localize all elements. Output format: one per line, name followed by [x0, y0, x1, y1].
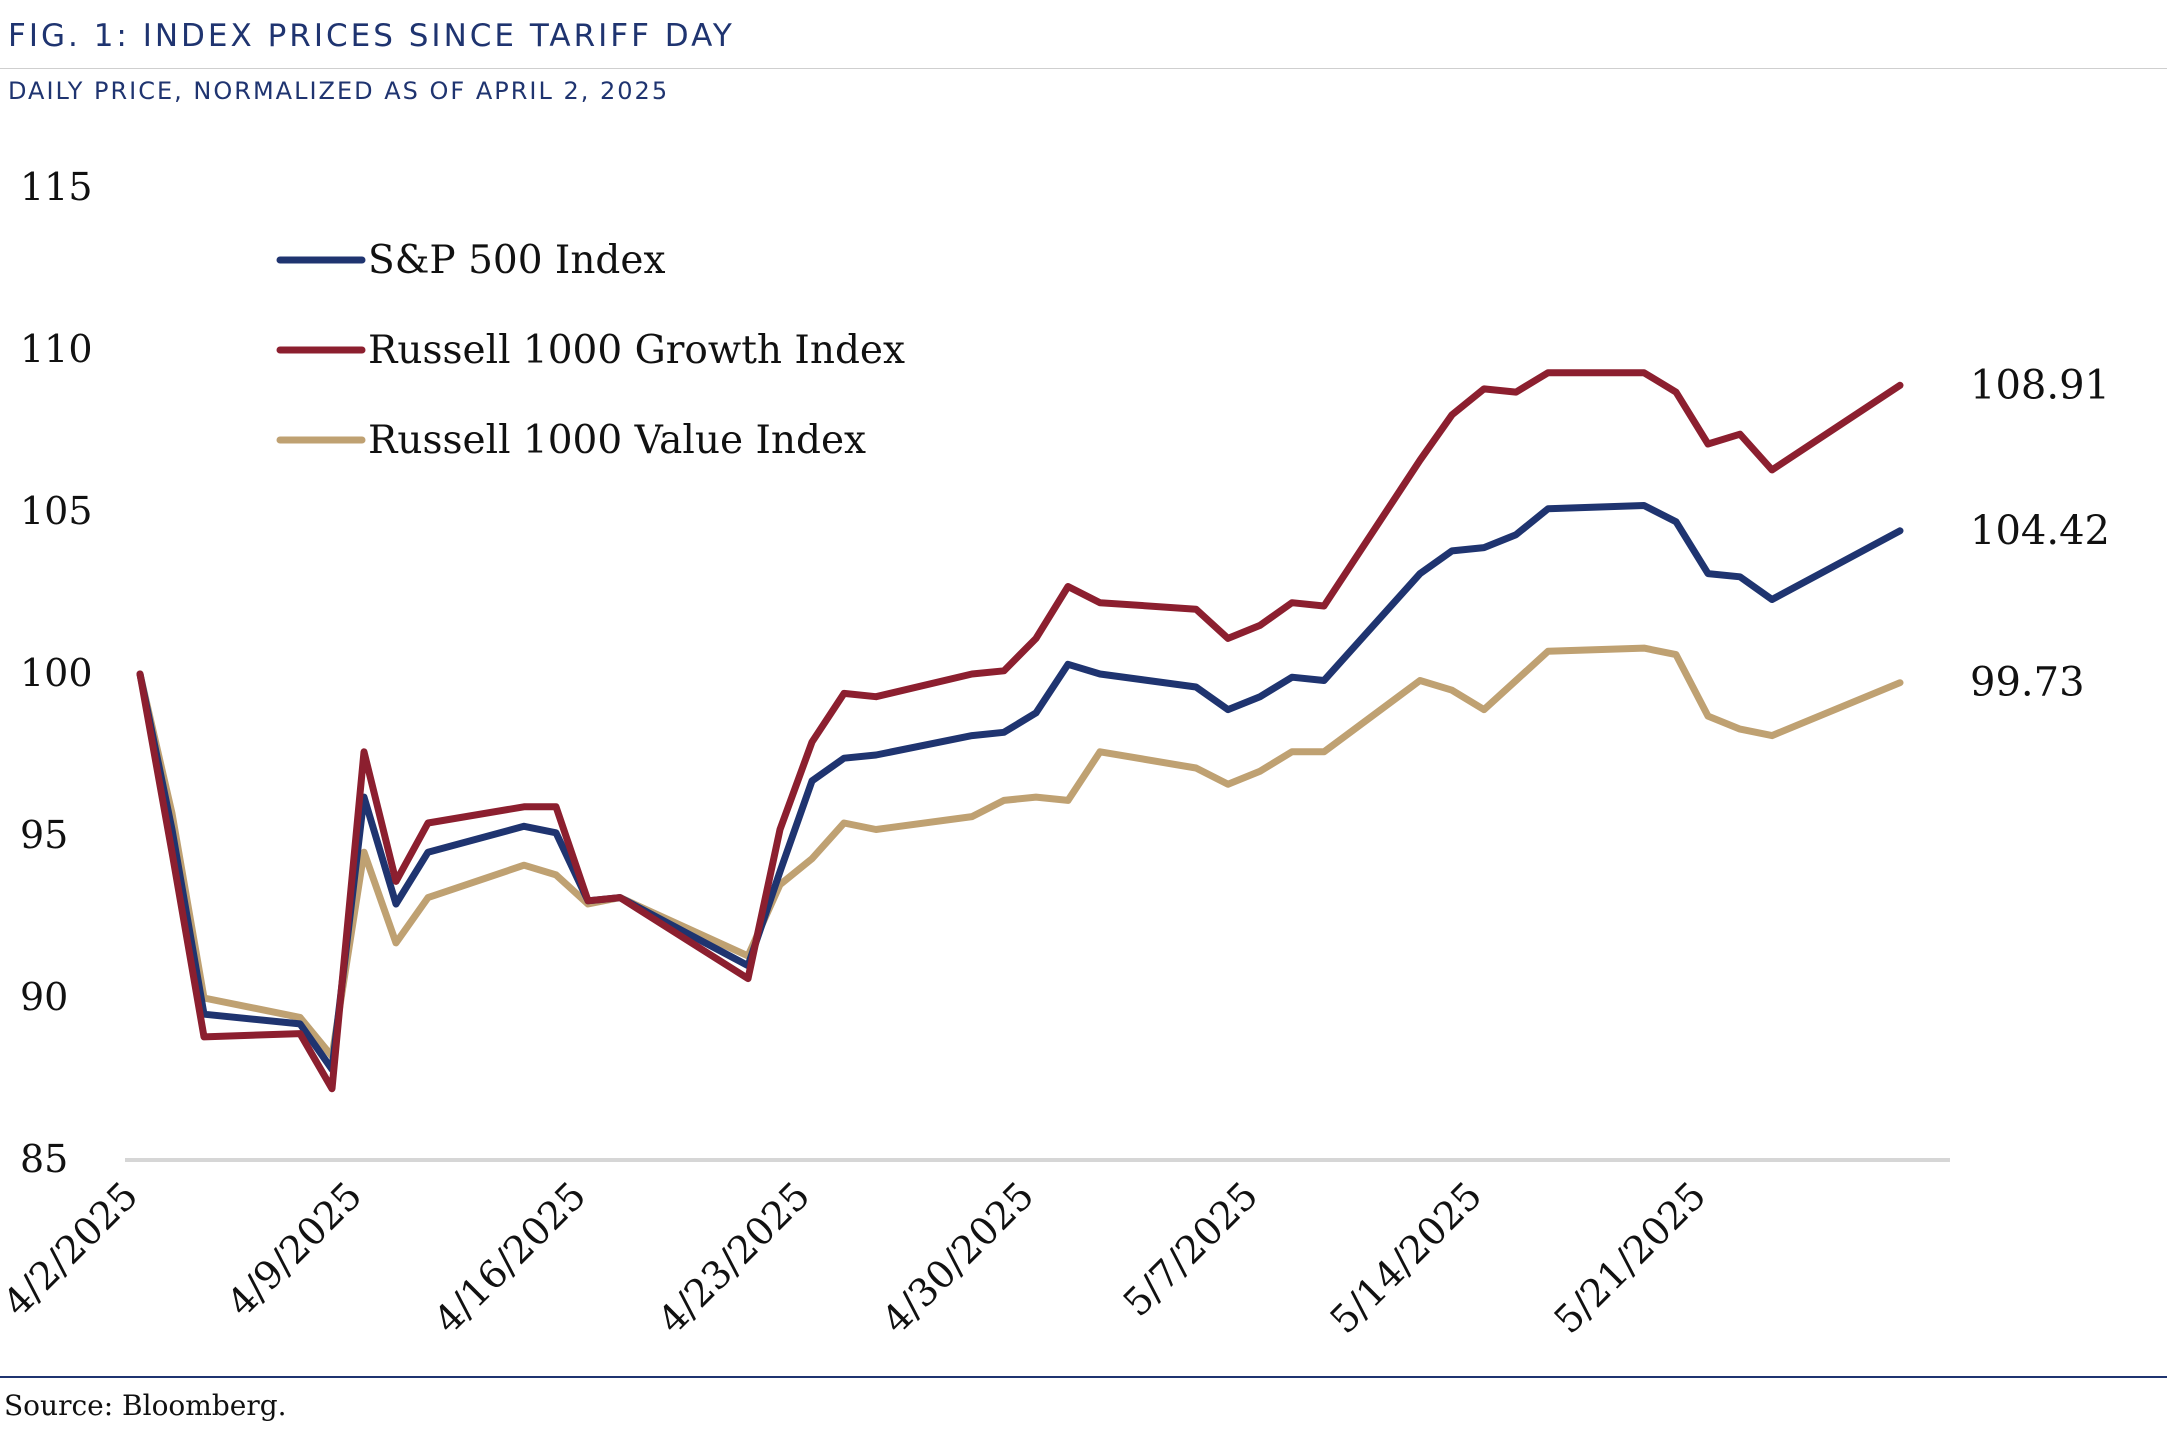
x-tick-label: 4/16/2025 [425, 1173, 594, 1342]
legend-label-2: Russell 1000 Value Index [368, 418, 866, 463]
x-axis-tick-labels: 4/2/2025 4/9/2025 4/16/2025 4/23/2025 4/30/2… [0, 1173, 1714, 1342]
legend-label-0: S&P 500 Index [368, 238, 665, 283]
x-tick-label: 4/23/2025 [649, 1173, 818, 1342]
x-tick-label: 5/14/2025 [1321, 1173, 1490, 1342]
series-lines [136, 369, 1904, 1093]
footer-divider [0, 1376, 2167, 1378]
title-divider [0, 68, 2167, 69]
chart-title: FIG. 1: INDEX PRICES SINCE TARIFF DAY [8, 18, 735, 54]
x-tick-label: 5/7/2025 [1115, 1173, 1267, 1325]
y-axis-tick-labels: 85 90 95 100 105 110 115 [20, 165, 93, 1181]
x-tick-label: 5/21/2025 [1545, 1173, 1714, 1342]
x-tick-label: 4/9/2025 [219, 1173, 371, 1325]
legend: S&P 500 Index Russell 1000 Growth Index Ru… [276, 238, 905, 463]
series-end-labels: 104.42 108.91 99.73 [1970, 362, 2110, 705]
source-note: Source: Bloomberg. [4, 1389, 287, 1422]
y-tick-label: 85 [20, 1137, 68, 1181]
y-tick-label: 100 [20, 651, 93, 695]
series-end-label-2: 99.73 [1970, 660, 2085, 706]
y-tick-label: 90 [20, 975, 68, 1019]
y-tick-label: 115 [20, 165, 93, 209]
chart-subtitle: DAILY PRICE, NORMALIZED AS OF APRIL 2, 2… [8, 77, 670, 105]
y-tick-label: 110 [20, 327, 93, 371]
series-line-1 [136, 369, 1904, 1093]
y-tick-label: 95 [20, 813, 68, 857]
series-line-0 [136, 502, 1904, 1073]
series-end-label-0: 104.42 [1970, 508, 2110, 554]
legend-label-1: Russell 1000 Growth Index [368, 328, 905, 373]
series-end-label-1: 108.91 [1970, 362, 2110, 408]
x-tick-label: 4/2/2025 [0, 1173, 146, 1325]
y-tick-label: 105 [20, 489, 93, 533]
x-tick-label: 4/30/2025 [873, 1173, 1042, 1342]
series-line-2 [136, 644, 1904, 1060]
